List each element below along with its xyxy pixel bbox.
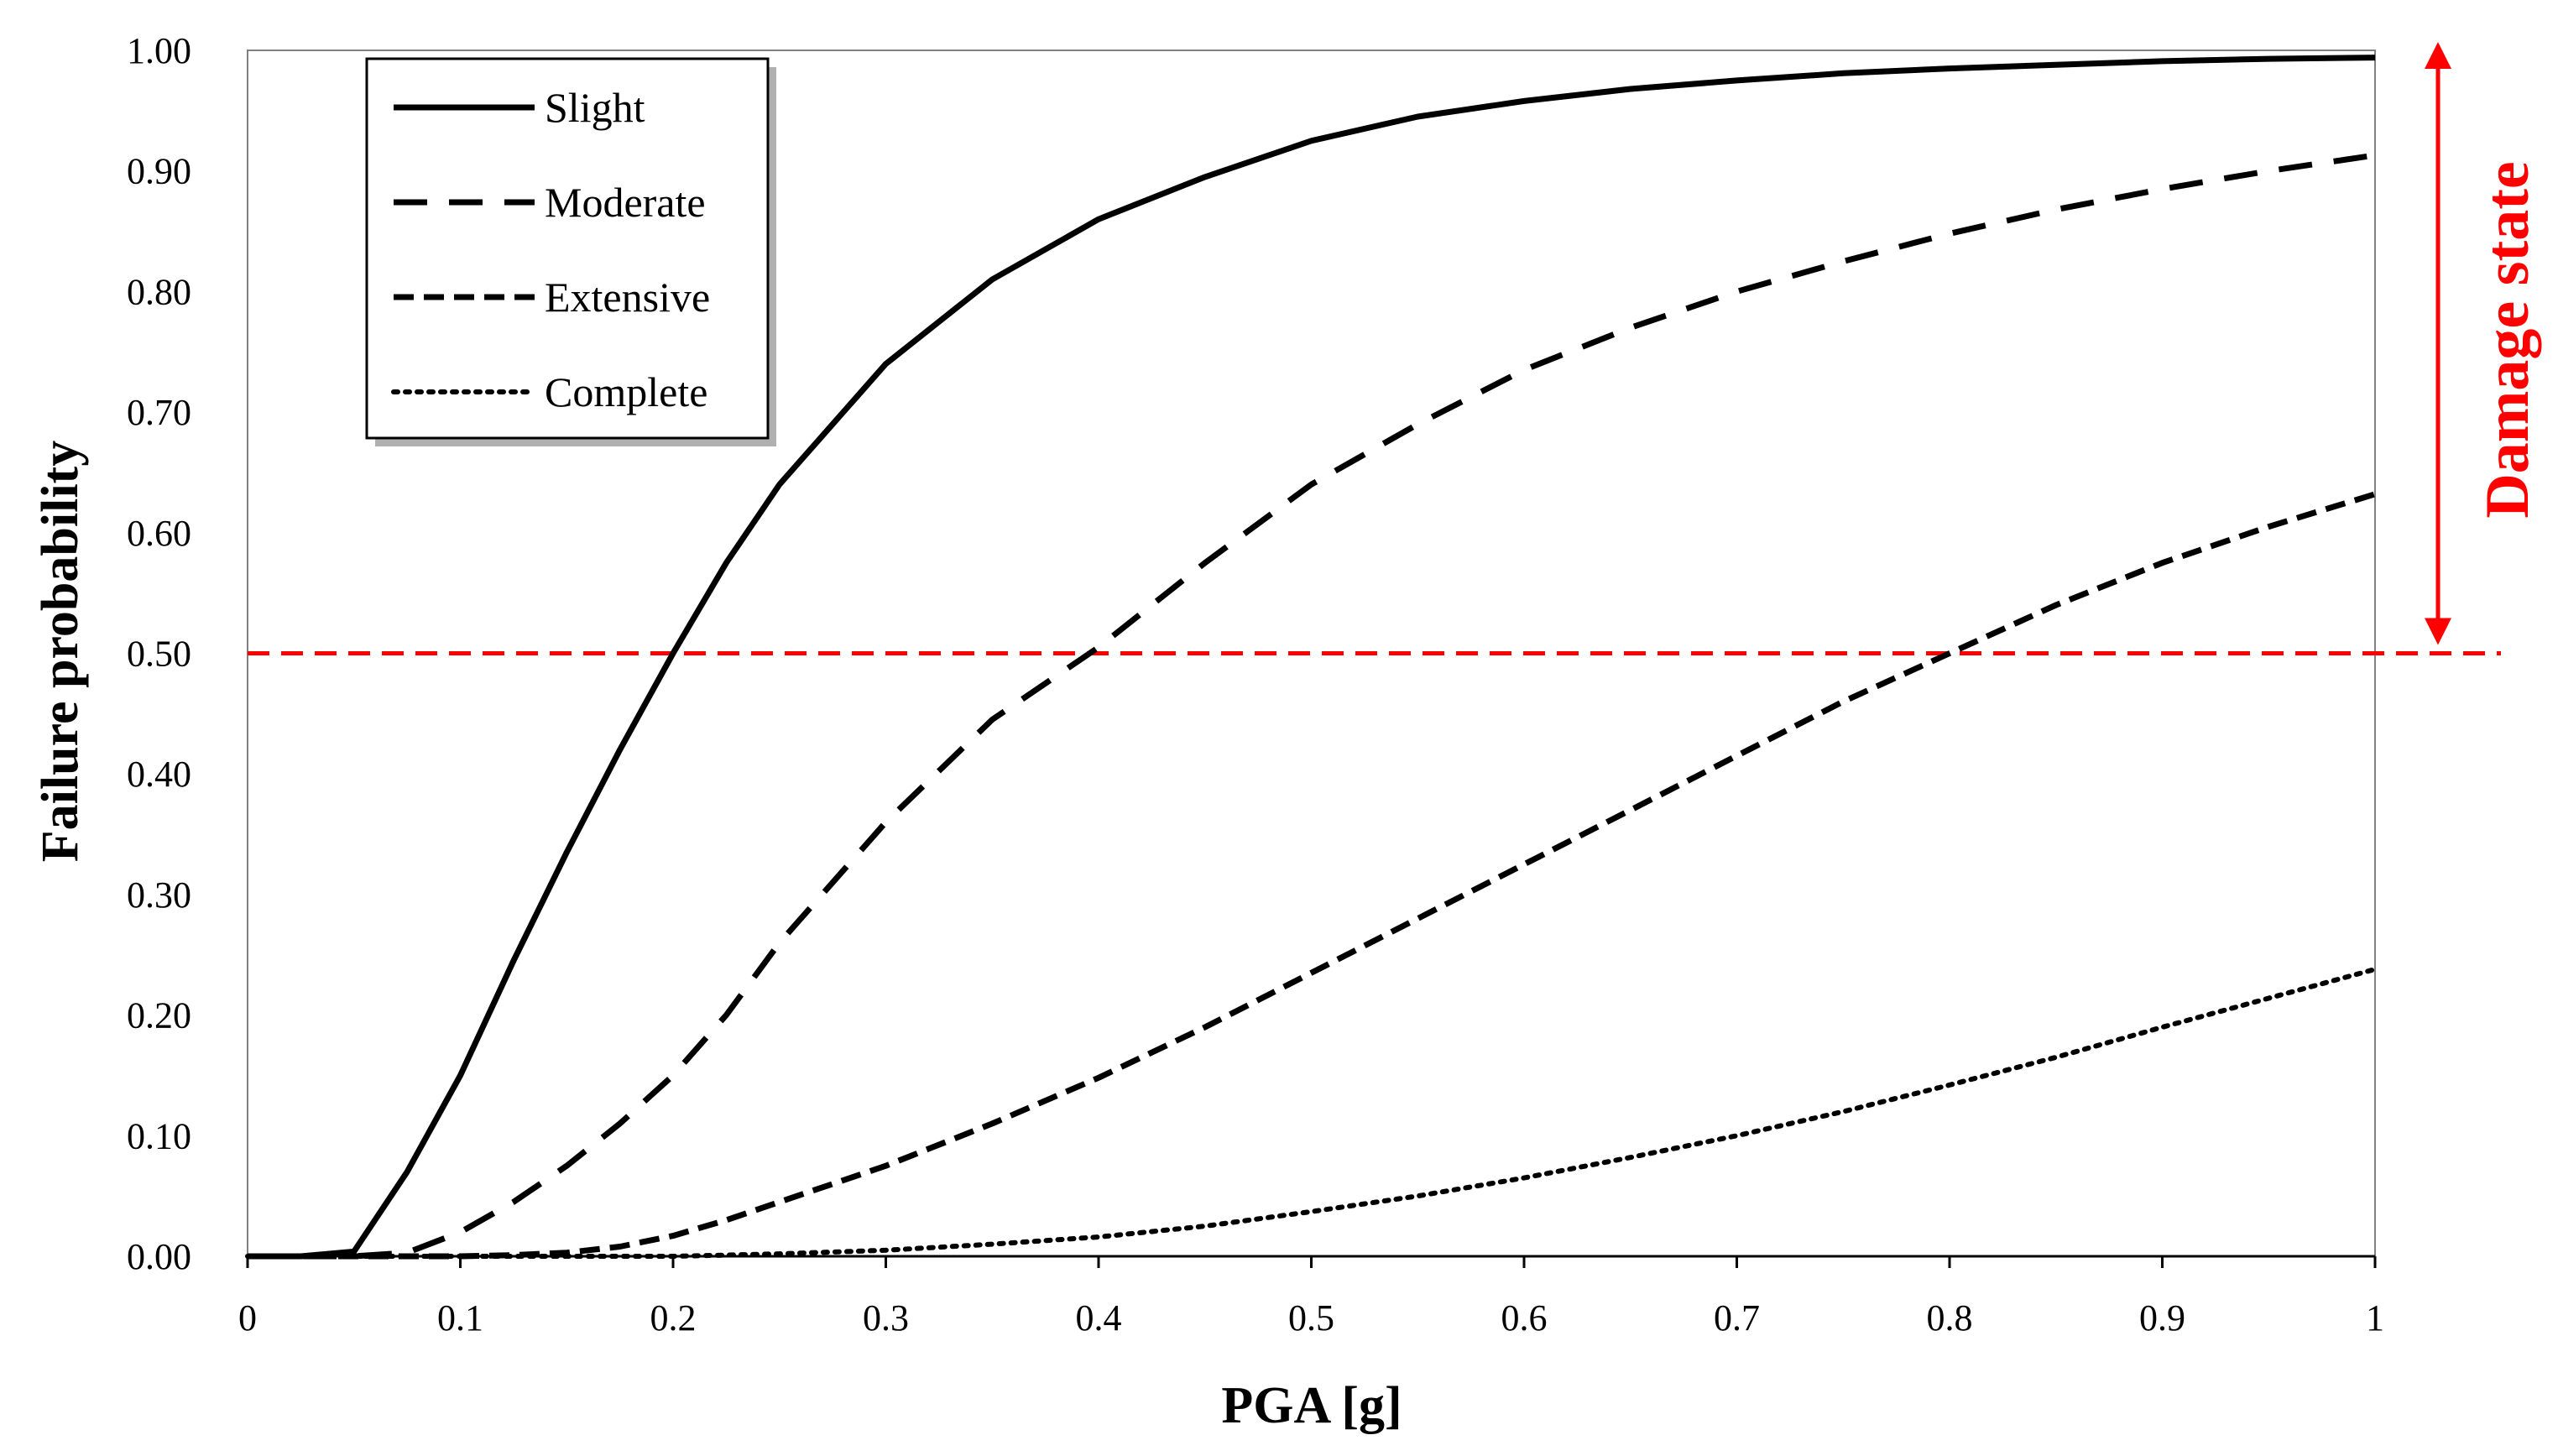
legend-label-extensive: Extensive bbox=[545, 274, 710, 321]
y-tick-label: 0.00 bbox=[127, 1236, 191, 1277]
damage-state-label: Damage state bbox=[2473, 161, 2542, 518]
series-line-complete bbox=[245, 967, 2378, 1259]
arrow-head-up bbox=[2425, 42, 2451, 69]
series-line-slight bbox=[248, 55, 2376, 1260]
x-tick-label: 0.8 bbox=[1927, 1297, 1973, 1339]
y-tick-label: 0.40 bbox=[127, 754, 191, 795]
legend-label-complete: Complete bbox=[545, 368, 707, 415]
x-tick-label: 0.7 bbox=[1714, 1297, 1760, 1339]
x-tick-label: 0.5 bbox=[1288, 1297, 1334, 1339]
x-tick-label: 0.2 bbox=[650, 1297, 697, 1339]
x-tick-label: 0.1 bbox=[437, 1297, 483, 1339]
y-tick-label: 0.30 bbox=[127, 874, 191, 916]
y-tick-label: 0.60 bbox=[127, 513, 191, 554]
y-tick-label: 0.20 bbox=[127, 995, 191, 1036]
x-tick-label: 0.9 bbox=[2139, 1297, 2185, 1339]
y-tick-label: 1.00 bbox=[127, 30, 191, 71]
x-tick-label: 0.4 bbox=[1076, 1297, 1122, 1339]
legend bbox=[365, 57, 770, 440]
y-axis-title: Failure probability bbox=[32, 441, 89, 862]
y-tick-label: 0.10 bbox=[127, 1115, 191, 1156]
series-line-extensive bbox=[248, 491, 2377, 1260]
y-tick-label: 0.70 bbox=[127, 392, 191, 433]
y-tick-label: 0.80 bbox=[127, 271, 191, 312]
legend-label-slight: Slight bbox=[545, 84, 645, 131]
x-tick-label: 1 bbox=[2366, 1297, 2384, 1339]
x-tick-label: 0.3 bbox=[863, 1297, 909, 1339]
y-tick-label: 0.90 bbox=[127, 151, 191, 192]
x-tick-label: 0.6 bbox=[1501, 1297, 1548, 1339]
arrow-head-down bbox=[2425, 618, 2451, 645]
x-tick-label: 0 bbox=[238, 1297, 257, 1339]
y-tick-label: 0.50 bbox=[127, 634, 191, 675]
series-line-moderate bbox=[248, 152, 2376, 1260]
x-axis-title: PGA [g] bbox=[1221, 1377, 1402, 1434]
legend-label-moderate: Moderate bbox=[545, 179, 706, 226]
